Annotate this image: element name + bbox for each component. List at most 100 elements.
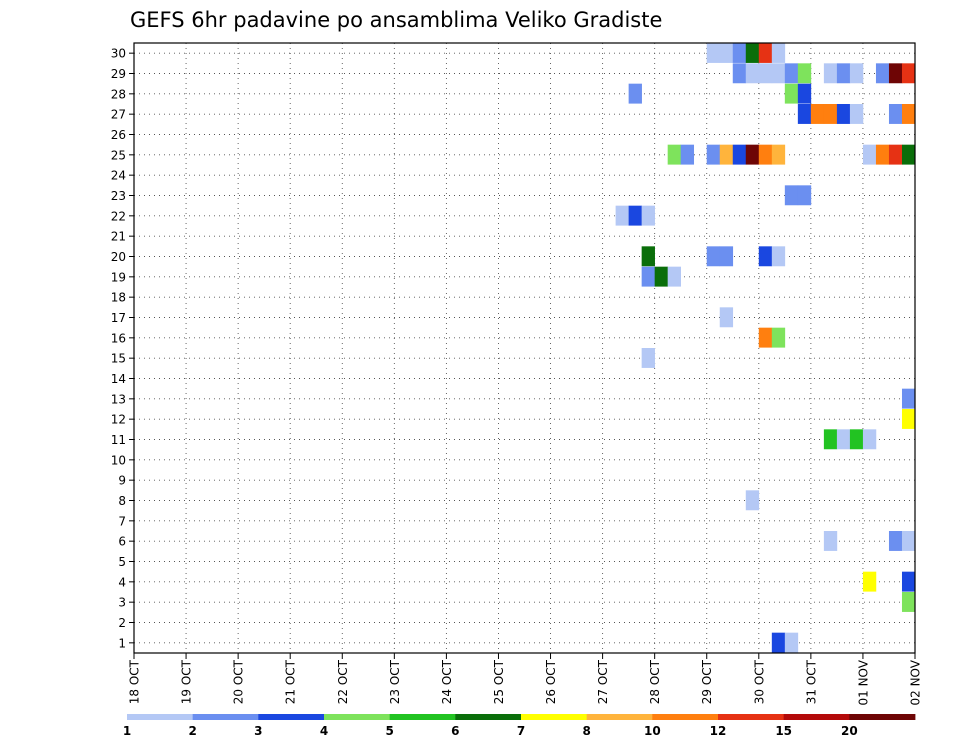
heatmap-cell	[836, 63, 851, 84]
y-tick-label: 13	[111, 392, 126, 406]
y-tick-label: 30	[111, 47, 126, 61]
heatmap-cell	[771, 246, 786, 267]
heatmap-cell	[797, 83, 812, 104]
heatmap-cell	[680, 144, 695, 165]
y-tick-label: 5	[118, 555, 126, 569]
heatmap-cell	[784, 63, 799, 84]
heatmap-cell	[823, 531, 838, 551]
heatmap-cell	[862, 571, 877, 592]
heatmap-cell	[901, 63, 916, 84]
y-tick-label: 18	[111, 291, 126, 305]
x-tick-label: 25 OCT	[492, 659, 506, 704]
y-tick-label: 16	[111, 331, 126, 345]
y-tick-label: 25	[111, 148, 126, 162]
colorbar-label: 5	[385, 724, 393, 738]
heatmap-cell	[784, 632, 799, 653]
colorbar-label: 8	[582, 724, 590, 738]
heatmap-cell	[797, 185, 812, 206]
heatmap-cell	[823, 63, 838, 84]
heatmap-cell	[706, 144, 721, 165]
colorbar-label: 3	[254, 724, 262, 738]
heatmap-cell	[745, 144, 760, 165]
heatmap-cell	[901, 409, 916, 429]
heatmap-cell	[732, 63, 747, 84]
y-tick-label: 19	[111, 270, 126, 284]
colorbar-swatch	[783, 714, 850, 720]
x-tick-label: 26 OCT	[544, 659, 558, 704]
colorbar-swatch	[455, 714, 522, 720]
heatmap-cell	[823, 429, 838, 450]
x-tick-label: 01 NOV	[856, 659, 870, 705]
heatmap-cell	[823, 104, 838, 124]
y-tick-label: 12	[111, 413, 126, 427]
plot-frame	[133, 42, 916, 654]
heatmap-cell	[797, 104, 812, 124]
heatmap-cell	[615, 205, 629, 226]
heatmap-cell	[719, 144, 734, 165]
heatmap-cell	[836, 429, 851, 450]
x-axis-ticks: 18 OCT 19 OCT 20 OCT 21 OCT 22 OCT 23 OCT 24 O…	[128, 653, 923, 706]
y-tick-label: 24	[111, 169, 126, 183]
y-tick-label: 7	[118, 514, 126, 528]
colorbar-swatch	[127, 714, 194, 720]
heatmap-cell	[771, 43, 786, 63]
heatmap-cell	[628, 205, 642, 226]
y-tick-label: 27	[111, 108, 126, 122]
y-tick-label: 1	[118, 636, 126, 650]
colorbar-label: 15	[775, 724, 792, 738]
heatmap-cell	[888, 144, 903, 165]
colorbar-label: 1	[123, 724, 131, 738]
heatmap-cell	[719, 246, 734, 267]
colorbar-swatch	[192, 714, 259, 720]
heatmap-cell	[784, 83, 799, 104]
colorbar-label: 20	[841, 724, 858, 738]
colorbar-label: 6	[451, 724, 459, 738]
y-tick-label: 3	[118, 596, 126, 610]
heatmap-cell	[641, 266, 655, 287]
heatmap-cell	[901, 592, 916, 612]
colorbar-swatch	[389, 714, 456, 720]
heatmap-cell	[849, 429, 864, 450]
colorbar-swatch	[521, 714, 588, 720]
heatmap-cell	[641, 205, 655, 226]
y-axis-ticks: 1234567891011121314151617181920212223242…	[111, 47, 134, 650]
colorbar-swatch	[586, 714, 653, 720]
heatmap-cell	[836, 104, 851, 124]
heatmap-cell	[862, 429, 877, 450]
x-tick-label: 23 OCT	[388, 659, 402, 704]
x-tick-label: 20 OCT	[232, 659, 246, 704]
x-tick-label: 19 OCT	[180, 659, 194, 704]
y-tick-label: 8	[118, 494, 126, 508]
heatmap-cell	[875, 144, 890, 165]
colorbar-swatch	[849, 714, 916, 720]
y-tick-label: 15	[111, 352, 126, 366]
heatmap-cell	[706, 43, 721, 63]
y-tick-label: 14	[111, 372, 126, 386]
heatmap-cell	[732, 144, 747, 165]
heatmap-cell	[758, 327, 773, 348]
y-tick-label: 22	[111, 209, 126, 223]
grid-lines	[133, 43, 916, 653]
x-tick-label: 24 OCT	[440, 659, 454, 704]
heatmap-cell	[797, 63, 812, 84]
heatmap-cell	[732, 43, 747, 63]
heatmap-cell	[641, 348, 655, 368]
chart-title: GEFS 6hr padavine po ansamblima Veliko G…	[130, 8, 662, 32]
heatmap-cell	[888, 531, 903, 551]
colorbar-swatch	[324, 714, 391, 720]
y-tick-label: 4	[118, 575, 126, 589]
heatmap-cell	[667, 144, 681, 165]
heatmap-cell	[862, 144, 877, 165]
y-tick-label: 10	[111, 453, 126, 467]
heatmap-cell	[745, 63, 760, 84]
heatmap-cell	[901, 571, 916, 592]
y-tick-label: 17	[111, 311, 126, 325]
x-tick-label: 27 OCT	[596, 659, 610, 704]
heatmap-cell	[758, 43, 773, 63]
y-tick-label: 6	[118, 535, 126, 549]
colorbar-swatch	[718, 714, 785, 720]
colorbar-label: 4	[320, 724, 328, 738]
heatmap-cell	[758, 144, 773, 165]
heatmap-cell	[667, 266, 681, 287]
colorbar-swatch	[652, 714, 719, 720]
